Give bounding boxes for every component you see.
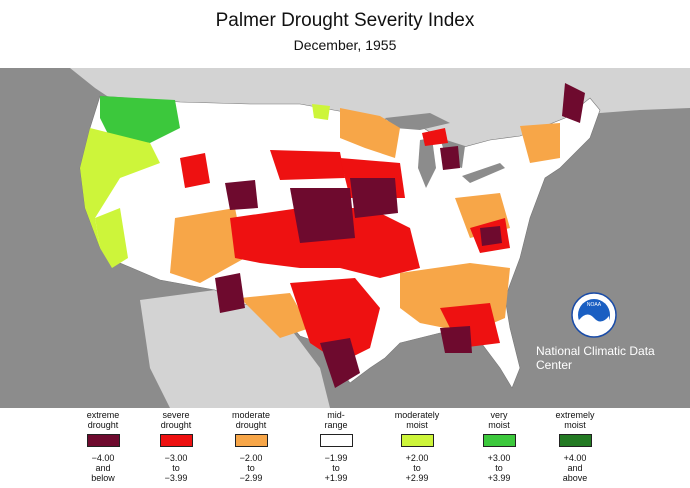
- legend-swatch: [319, 434, 353, 447]
- dakota-moist: [312, 104, 330, 120]
- legend-swatch: [558, 434, 592, 447]
- legend-swatch: [400, 434, 434, 447]
- noaa-logo-text: NOAA: [587, 302, 602, 308]
- new-mexico-extreme: [215, 273, 245, 313]
- california-moist: [95, 208, 128, 268]
- kansas-extreme: [290, 188, 355, 243]
- legend-item-very-moist: very moist +3.00 to +3.99: [464, 410, 534, 483]
- legend-item-moderately-moist: moderately moist +2.00 to +2.99: [382, 410, 452, 483]
- texas-extreme: [320, 338, 360, 388]
- legend-range: −4.00 and below: [91, 453, 115, 483]
- legend-range: −3.00 to −3.99: [164, 453, 188, 483]
- northeast-moderate: [520, 123, 560, 163]
- maine-extreme: [562, 83, 585, 123]
- legend-swatch: [234, 434, 268, 447]
- legend-label: moderate drought: [231, 410, 271, 430]
- legend-range: +3.00 to +3.99: [487, 453, 511, 483]
- us-drought-map: [70, 68, 690, 408]
- lake-erie: [462, 163, 505, 183]
- noaa-logo-icon: NOAA: [571, 292, 617, 338]
- plains-severe: [230, 208, 420, 278]
- legend-label: extremely moist: [555, 410, 595, 430]
- southwest-moderate: [170, 208, 245, 283]
- michigan-extreme: [440, 146, 460, 170]
- legend-label: very moist: [488, 410, 510, 430]
- legend-item-extreme-drought: extreme drought −4.00 and below: [68, 410, 138, 483]
- legend-swatch: [86, 434, 120, 447]
- plains-moderate: [340, 108, 400, 158]
- texas-moderate: [240, 293, 310, 338]
- pnw-moist: [80, 128, 160, 248]
- lake-michigan: [418, 138, 436, 188]
- legend-item-moderate-drought: moderate drought −2.00 to −2.99: [216, 410, 286, 483]
- dakota-severe: [270, 150, 345, 180]
- legend-item-severe-drought: severe drought −3.00 to −3.99: [141, 410, 211, 483]
- legend-item-mid-range: mid- range −1.99 to +1.99: [301, 410, 371, 483]
- credit-label: National Climatic Data Center: [536, 344, 655, 372]
- legend-range: −1.99 to +1.99: [324, 453, 348, 483]
- georgia-extreme: [440, 326, 472, 353]
- legend-range: +2.00 to +2.99: [405, 453, 429, 483]
- legend-label: extreme drought: [86, 410, 120, 430]
- wyoming-extreme: [225, 180, 258, 210]
- map-title: Palmer Drought Severity Index: [215, 10, 475, 31]
- lake-superior: [385, 113, 450, 130]
- texas-severe: [290, 278, 380, 363]
- legend-swatch: [159, 434, 193, 447]
- legend-swatch: [482, 434, 516, 447]
- legend-label: severe drought: [160, 410, 192, 430]
- virginia-extreme: [480, 226, 502, 246]
- legend-label: mid- range: [324, 410, 348, 430]
- pnw-very-moist: [100, 96, 180, 143]
- map-subtitle: December, 1955: [293, 37, 397, 53]
- map-area: [0, 68, 690, 408]
- mexico-land: [140, 290, 330, 408]
- idaho-severe: [180, 153, 210, 188]
- legend-range: +4.00 and above: [562, 453, 588, 483]
- legend-range: −2.00 to −2.99: [239, 453, 263, 483]
- legend-label: moderately moist: [394, 410, 440, 430]
- michigan-severe: [422, 128, 448, 146]
- iowa-extreme: [350, 178, 398, 218]
- legend-item-extremely-moist: extremely moist +4.00 and above: [540, 410, 610, 483]
